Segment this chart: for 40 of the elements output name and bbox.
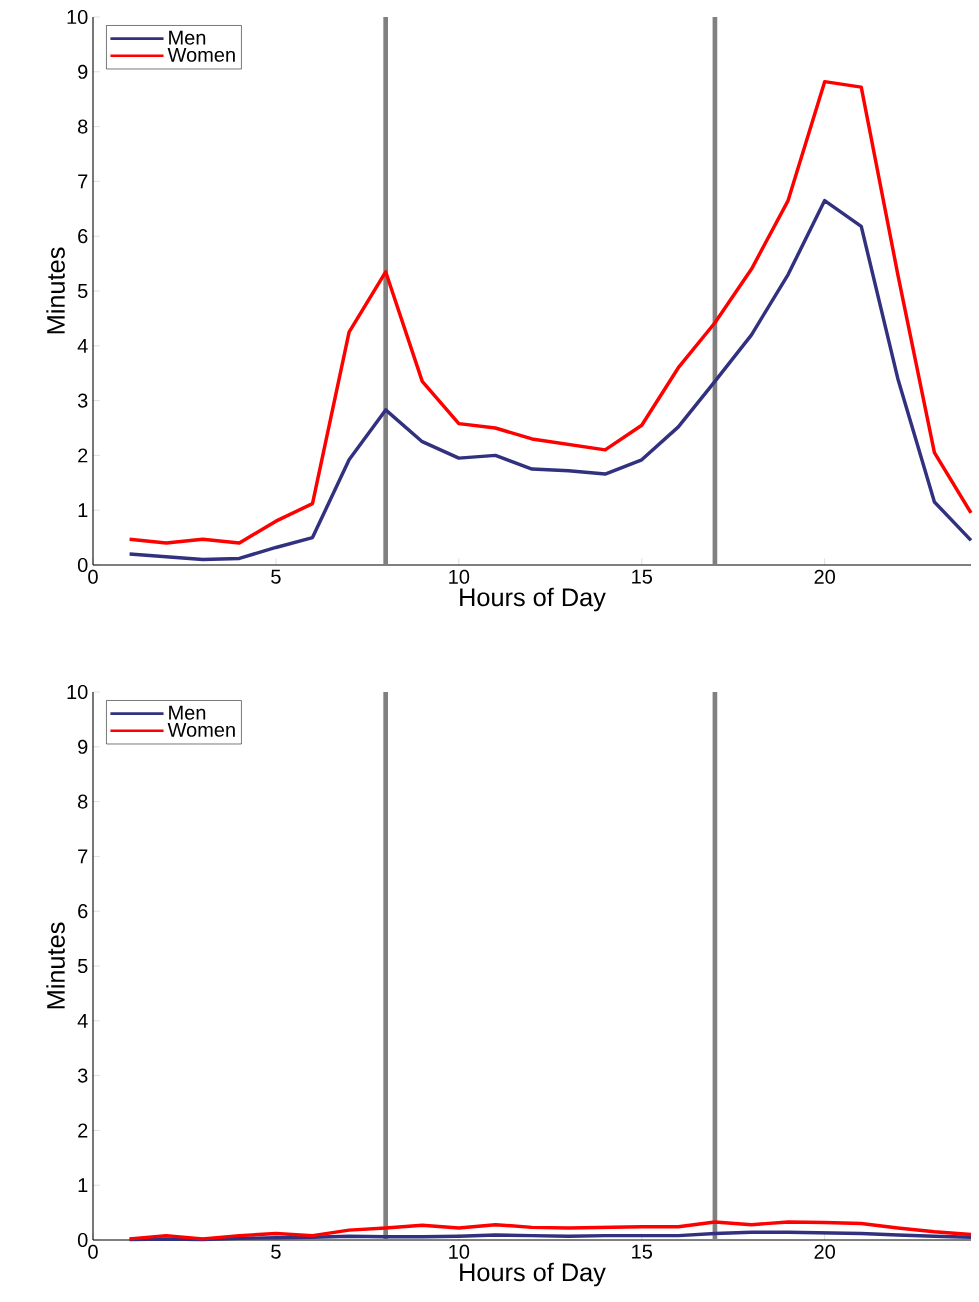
y-tick-label: 10 (67, 9, 88, 25)
x-tick-label: 20 (814, 569, 835, 584)
y-tick-label: 2 (78, 1123, 88, 1138)
y-axis-title: Minutes (46, 922, 65, 1009)
y-tick-label: 4 (77, 1013, 88, 1028)
y-tick-label: 8 (78, 119, 88, 134)
x-tick-label: 5 (271, 569, 281, 584)
x-tick-label: 20 (814, 1244, 835, 1259)
y-tick-label: 10 (67, 684, 88, 700)
x-axis-title: Hours of Day (460, 587, 606, 612)
y-tick-label: 9 (78, 739, 88, 754)
x-tick-label: 0 (88, 569, 98, 584)
y-tick-label: 9 (78, 64, 88, 79)
y-tick-label: 2 (78, 448, 88, 463)
y-tick-label: 0 (77, 1232, 88, 1248)
x-tick-label: 10 (449, 1244, 470, 1259)
y-tick-label: 3 (77, 1068, 88, 1083)
y-tick-label: 7 (78, 174, 88, 189)
y-tick-label: 3 (77, 393, 88, 408)
x-axis-title: Hours of Day (460, 1262, 606, 1287)
x-tick-label: 15 (632, 1244, 653, 1259)
y-tick-label: 8 (78, 794, 88, 809)
x-tick-label: 0 (88, 1244, 98, 1259)
legend-label: Men (169, 705, 206, 720)
x-tick-label: 10 (449, 569, 470, 584)
y-tick-label: 6 (78, 904, 88, 919)
x-tick-label: 5 (271, 1244, 281, 1259)
y-tick-label: 1 (78, 503, 88, 518)
x-tick-label: 15 (632, 569, 653, 584)
legend-label: Women (167, 722, 235, 737)
legend-label: Women (167, 47, 235, 62)
y-tick-label: 0 (77, 557, 88, 573)
y-tick-label: 5 (77, 284, 88, 298)
y-tick-label: 4 (77, 338, 88, 353)
y-tick-label: 5 (77, 959, 88, 973)
legend-label: Men (169, 30, 206, 45)
y-tick-label: 1 (78, 1178, 88, 1193)
y-axis-title: Minutes (46, 247, 65, 334)
y-tick-label: 6 (78, 229, 88, 244)
y-tick-label: 7 (78, 849, 88, 864)
